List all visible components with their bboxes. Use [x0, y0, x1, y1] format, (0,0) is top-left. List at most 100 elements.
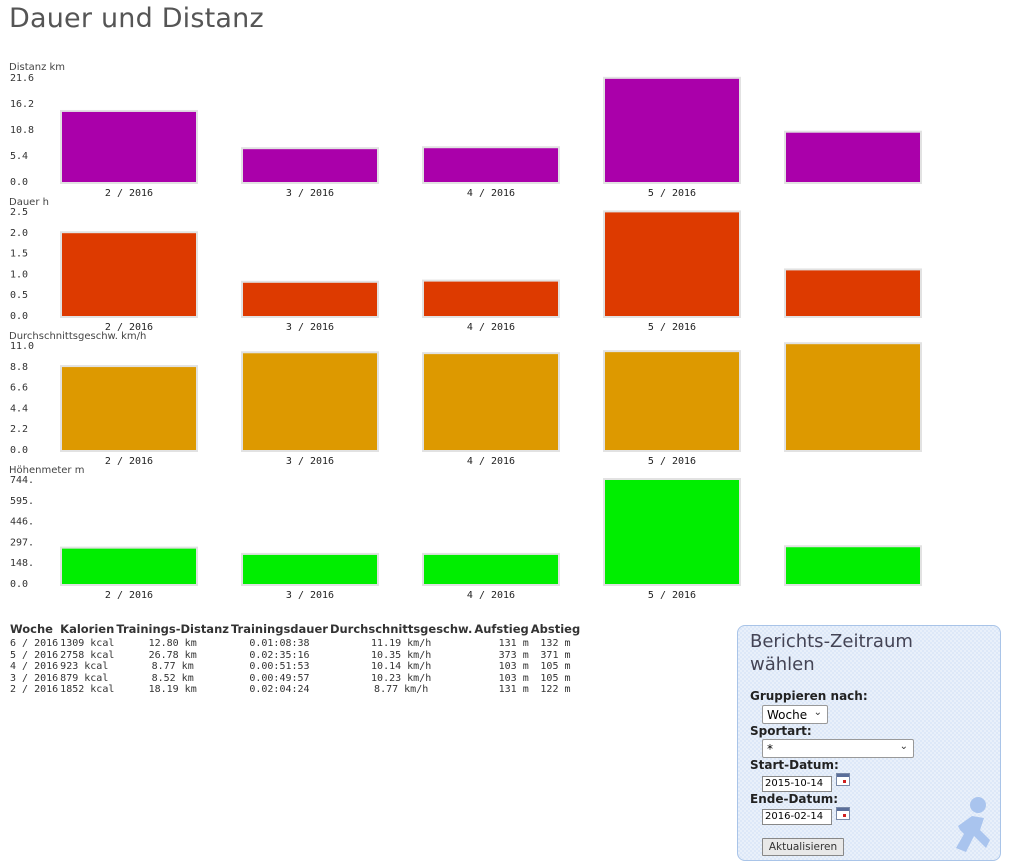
col-header-geschw: Durchschnittsgeschw.	[329, 622, 473, 636]
chart-4: Höhenmeter m 0.0 148. 297. 446. 595. 744. 2 / 2…	[9, 465, 922, 601]
y-tick-label: 1.0	[10, 269, 28, 280]
sport-label: Sportart:	[750, 724, 812, 738]
x-tick-label: 3 / 2016	[286, 188, 334, 199]
cell-aufstieg: 131 m	[498, 684, 529, 695]
y-tick-label: 148.	[10, 558, 34, 569]
cell-dauer: 0.02:35:16	[249, 649, 310, 661]
x-tick-label: 2 / 2016	[105, 188, 153, 199]
calendar-icon[interactable]	[836, 773, 850, 786]
x-tick-label: 2 / 2016	[105, 322, 153, 333]
chart-1: Distanz km 0.0 5.4 10.8 16.2 21.6 2 / 2016 3 / …	[9, 62, 922, 199]
cell-aufstieg: 103 m	[498, 672, 529, 684]
y-tick-label: 11.0	[10, 341, 34, 352]
panel-title: Berichts-Zeitraum wählen	[750, 631, 913, 675]
cell-distanz: 8.77 km	[151, 661, 194, 672]
bar	[243, 282, 377, 316]
y-tick-label: 1.5	[10, 249, 28, 260]
y-tick-label: 0.5	[10, 290, 28, 301]
x-tick-label: 4 / 2016	[467, 456, 515, 467]
table-row: 2 / 2016 1852 kcal 18.19 km 0.02:04:24 8…	[9, 684, 581, 696]
cell-woche: 5 / 2016	[10, 649, 59, 661]
bar	[243, 149, 377, 182]
table-row: 5 / 2016 2758 kcal 26.78 km 0.02:35:16 1…	[9, 650, 581, 662]
y-axis-label: Höhenmeter m	[9, 465, 84, 476]
y-tick-label: 595.	[10, 496, 34, 507]
start-date-label: Start-Datum:	[750, 758, 839, 772]
col-header-abstieg: Abstieg	[530, 622, 581, 636]
y-tick-label: 0.0	[10, 177, 28, 188]
cell-abstieg: 105 m	[540, 661, 571, 672]
cell-aufstieg: 103 m	[498, 661, 529, 672]
y-axis-label: Distanz km	[9, 62, 65, 73]
bar	[605, 480, 739, 584]
sport-select[interactable]: * ⌄	[762, 739, 914, 758]
y-tick-label: 10.8	[10, 125, 34, 136]
table-row: 6 / 2016 1309 kcal 12.80 km 0.01:08:38 1…	[9, 638, 581, 650]
x-tick-label: 2 / 2016	[105, 456, 153, 467]
x-tick-label: 5 / 2016	[648, 322, 696, 333]
x-tick-label: 2 / 2016	[105, 590, 153, 601]
y-tick-label: 2.2	[10, 424, 28, 435]
chevron-down-icon: ⌄	[813, 707, 822, 718]
y-tick-label: 2.5	[10, 207, 28, 218]
x-tick-label: 3 / 2016	[286, 322, 334, 333]
table-row: 3 / 2016 879 kcal 8.52 km 0.00:49:57 10.…	[9, 673, 581, 685]
cell-kalorien: 1852 kcal	[60, 684, 115, 695]
cell-geschw: 11.19 km/h	[371, 638, 432, 649]
bar	[424, 148, 558, 182]
y-axis-label: Dauer h	[9, 197, 49, 208]
cell-kalorien: 879 kcal	[60, 672, 109, 684]
x-tick-label: 4 / 2016	[467, 322, 515, 333]
cell-woche: 6 / 2016	[10, 638, 59, 649]
y-tick-label: 6.6	[10, 383, 28, 394]
y-tick-label: 297.	[10, 537, 34, 548]
bar	[424, 281, 558, 316]
cell-dauer: 0.00:51:53	[249, 661, 310, 672]
cell-geschw: 8.77 km/h	[374, 684, 429, 695]
x-tick-label: 5 / 2016	[648, 188, 696, 199]
end-date-label: Ende-Datum:	[750, 792, 839, 806]
x-tick-label: 5 / 2016	[648, 456, 696, 467]
y-tick-label: 2.0	[10, 228, 28, 239]
bar	[424, 354, 558, 450]
bar	[605, 212, 739, 316]
y-tick-label: 4.4	[10, 403, 28, 414]
start-date-field[interactable]: 2015-10-14	[762, 776, 832, 792]
chart-2: Dauer h 0.0 0.5 1.0 1.5 2.0 2.5 2 / 2016 3 / 201…	[9, 197, 922, 333]
y-tick-label: 0.0	[10, 445, 28, 456]
update-button[interactable]: Aktualisieren	[762, 838, 844, 856]
group-by-select[interactable]: Woche ⌄	[762, 705, 828, 724]
table-row: 4 / 2016 923 kcal 8.77 km 0.00:51:53 10.…	[9, 661, 581, 673]
y-tick-label: 21.6	[10, 73, 34, 84]
bar	[62, 548, 196, 584]
cell-kalorien: 923 kcal	[60, 661, 109, 672]
bar	[605, 78, 739, 182]
runner-logo-icon	[956, 797, 990, 852]
chevron-down-icon: ⌄	[899, 741, 908, 752]
cell-abstieg: 132 m	[540, 638, 571, 649]
col-header-woche: Woche	[10, 622, 53, 636]
cell-geschw: 10.35 km/h	[371, 649, 432, 661]
end-date-field[interactable]: 2016-02-14	[762, 809, 832, 825]
cell-distanz: 18.19 km	[148, 684, 197, 695]
cell-woche: 2 / 2016	[10, 684, 59, 695]
x-tick-label: 3 / 2016	[286, 590, 334, 601]
y-tick-label: 0.0	[10, 311, 28, 322]
page-title: Dauer und Distanz	[9, 3, 264, 34]
cell-aufstieg: 373 m	[498, 649, 529, 661]
cell-abstieg: 122 m	[540, 684, 571, 695]
cell-abstieg: 105 m	[540, 672, 571, 684]
calendar-icon[interactable]	[836, 807, 850, 820]
table-header-row: Woche Kalorien Trainings-Distanz Trainin…	[9, 622, 581, 638]
cell-distanz: 8.52 km	[151, 672, 194, 684]
x-tick-label: 4 / 2016	[467, 188, 515, 199]
charts-area: Distanz km 0.0 5.4 10.8 16.2 21.6 2 / 2016 3 / …	[9, 62, 922, 601]
col-header-kalorien: Kalorien	[60, 622, 115, 636]
y-tick-label: 744.	[10, 475, 34, 486]
x-tick-label: 3 / 2016	[286, 456, 334, 467]
bar	[62, 111, 196, 182]
bar	[62, 233, 196, 316]
cell-aufstieg: 131 m	[498, 638, 529, 649]
y-tick-label: 446.	[10, 517, 34, 528]
cell-woche: 3 / 2016	[10, 672, 59, 684]
